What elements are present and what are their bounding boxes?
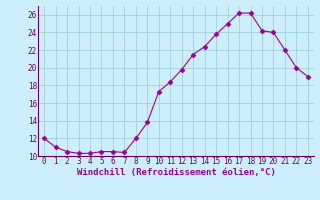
X-axis label: Windchill (Refroidissement éolien,°C): Windchill (Refroidissement éolien,°C) — [76, 168, 276, 177]
